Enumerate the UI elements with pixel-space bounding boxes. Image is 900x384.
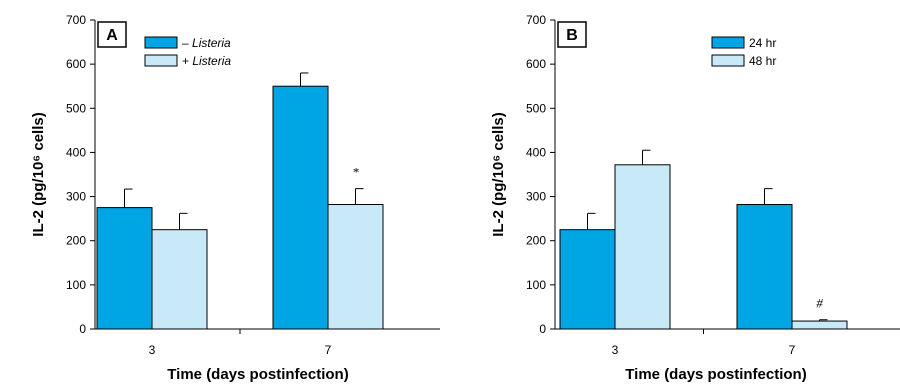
bar [272, 85, 329, 330]
x-tick-label: 7 [325, 343, 332, 357]
panel-a: 0 100 200 300 400 500 600 700 3 7 * Time (days post… [30, 13, 440, 383]
legend-label: 24 hr [749, 36, 776, 50]
y-tick-label: 300 [66, 190, 86, 204]
y-tick-label: 300 [526, 190, 546, 204]
legend-swatch [144, 36, 178, 49]
x-tick-label: 3 [149, 343, 156, 357]
y-tick-label: 500 [526, 101, 546, 115]
significance-marker: # [816, 296, 823, 311]
y-axis-title: IL-2 (pg/10⁶ cells) [30, 112, 47, 236]
y-tick-label: 100 [526, 278, 546, 292]
legend-label: + Listeria [182, 54, 231, 68]
panel-label-box [97, 21, 127, 48]
legend-swatch [144, 54, 178, 67]
x-tick-label: 3 [612, 343, 619, 357]
y-tick-label: 0 [79, 322, 86, 336]
panel-label-box [557, 21, 587, 48]
bar [614, 164, 671, 330]
bar [736, 204, 793, 330]
y-tick-label: 700 [66, 13, 86, 27]
x-tick-label: 7 [789, 343, 796, 357]
legend-swatch [711, 54, 745, 67]
bar [327, 204, 384, 330]
legend: 24 hr 48 hr [711, 36, 776, 68]
y-tick-label: 400 [66, 145, 86, 159]
panel-b: 0 100 200 300 400 500 600 700 3 7 # Time (days post… [490, 13, 900, 383]
bar [791, 320, 848, 330]
legend-swatch [711, 36, 745, 49]
panel-label: B [566, 27, 578, 44]
legend-label: – Listeria [182, 36, 231, 50]
y-tick-label: 200 [66, 234, 86, 248]
y-tick-label: 700 [526, 13, 546, 27]
legend-label: 48 hr [749, 54, 776, 68]
bar [559, 229, 616, 330]
y-axis-title: IL-2 (pg/10⁶ cells) [490, 112, 507, 236]
y-tick-label: 0 [539, 322, 546, 336]
y-tick-label: 500 [66, 101, 86, 115]
x-axis-title: Time (days postinfection) [625, 366, 806, 383]
significance-marker: * [352, 165, 359, 180]
legend: – Listeria + Listeria [144, 36, 231, 68]
y-tick-label: 600 [526, 57, 546, 71]
bar [96, 207, 153, 330]
x-axis-title: Time (days postinfection) [167, 366, 348, 383]
bar [151, 229, 208, 330]
y-tick-label: 600 [66, 57, 86, 71]
y-tick-label: 100 [66, 278, 86, 292]
panel-label: A [106, 27, 118, 44]
y-tick-label: 200 [526, 234, 546, 248]
y-tick-label: 400 [526, 145, 546, 159]
